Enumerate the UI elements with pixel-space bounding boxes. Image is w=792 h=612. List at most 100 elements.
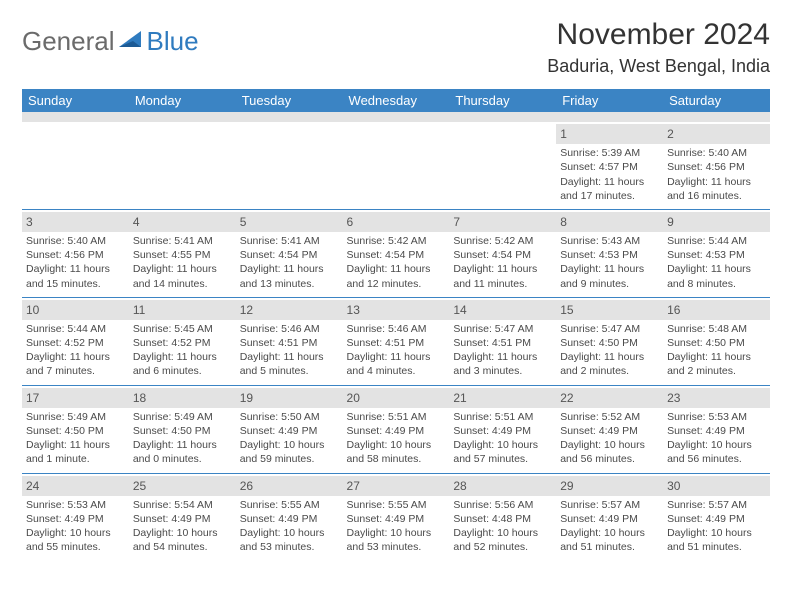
daylight-text: Daylight: 11 hours and 17 minutes. bbox=[560, 175, 659, 203]
day-cell bbox=[236, 122, 343, 209]
sunrise-text: Sunrise: 5:43 AM bbox=[560, 234, 659, 248]
daylight-text: Daylight: 11 hours and 5 minutes. bbox=[240, 350, 339, 378]
sunset-text: Sunset: 4:53 PM bbox=[560, 248, 659, 262]
calendar-table: SundayMondayTuesdayWednesdayThursdayFrid… bbox=[22, 89, 770, 560]
day-cell bbox=[22, 122, 129, 209]
sunset-text: Sunset: 4:49 PM bbox=[667, 424, 766, 438]
sunrise-text: Sunrise: 5:45 AM bbox=[133, 322, 232, 336]
week-row: 1Sunrise: 5:39 AMSunset: 4:57 PMDaylight… bbox=[22, 122, 770, 209]
daylight-text: Daylight: 11 hours and 14 minutes. bbox=[133, 262, 232, 290]
daylight-text: Daylight: 11 hours and 4 minutes. bbox=[347, 350, 446, 378]
sunset-text: Sunset: 4:49 PM bbox=[240, 424, 339, 438]
sunset-text: Sunset: 4:50 PM bbox=[667, 336, 766, 350]
day-cell: 4 Sunrise: 5:41 AMSunset: 4:55 PMDaylight… bbox=[129, 209, 236, 297]
day-cell: 8Sunrise: 5:43 AMSunset: 4:53 PMDaylight… bbox=[556, 209, 663, 297]
location-subtitle: Baduria, West Bengal, India bbox=[547, 56, 770, 77]
page-title: November 2024 bbox=[547, 18, 770, 52]
day-number: 14 bbox=[449, 300, 556, 320]
day-number: 20 bbox=[343, 388, 450, 408]
day-number: 5 bbox=[236, 212, 343, 232]
sunrise-text: Sunrise: 5:39 AM bbox=[560, 146, 659, 160]
day-number: 18 bbox=[129, 388, 236, 408]
header: General Blue November 2024 Baduria, West… bbox=[22, 18, 770, 77]
day-number: 28 bbox=[449, 476, 556, 496]
daylight-text: Daylight: 10 hours and 59 minutes. bbox=[240, 438, 339, 466]
sunrise-text: Sunrise: 5:42 AM bbox=[347, 234, 446, 248]
sunrise-text: Sunrise: 5:49 AM bbox=[26, 410, 125, 424]
day-cell: 23Sunrise: 5:53 AMSunset: 4:49 PMDayligh… bbox=[663, 385, 770, 473]
sunrise-text: Sunrise: 5:49 AM bbox=[133, 410, 232, 424]
logo-triangle-icon bbox=[119, 29, 145, 54]
sunset-text: Sunset: 4:49 PM bbox=[347, 512, 446, 526]
sunset-text: Sunset: 4:50 PM bbox=[133, 424, 232, 438]
sunset-text: Sunset: 4:49 PM bbox=[560, 424, 659, 438]
daylight-text: Daylight: 11 hours and 0 minutes. bbox=[133, 438, 232, 466]
day-number: 21 bbox=[449, 388, 556, 408]
day-number: 24 bbox=[22, 476, 129, 496]
daylight-text: Daylight: 11 hours and 12 minutes. bbox=[347, 262, 446, 290]
day-cell: 17Sunrise: 5:49 AMSunset: 4:50 PMDayligh… bbox=[22, 385, 129, 473]
sunrise-text: Sunrise: 5:50 AM bbox=[240, 410, 339, 424]
sunrise-text: Sunrise: 5:53 AM bbox=[26, 498, 125, 512]
day-number: 29 bbox=[556, 476, 663, 496]
day-cell: 20Sunrise: 5:51 AMSunset: 4:49 PMDayligh… bbox=[343, 385, 450, 473]
day-cell: 26Sunrise: 5:55 AMSunset: 4:49 PMDayligh… bbox=[236, 473, 343, 560]
day-number: 25 bbox=[129, 476, 236, 496]
day-header-cell: Thursday bbox=[449, 89, 556, 112]
sunrise-text: Sunrise: 5:55 AM bbox=[240, 498, 339, 512]
sunset-text: Sunset: 4:52 PM bbox=[26, 336, 125, 350]
daylight-text: Daylight: 11 hours and 2 minutes. bbox=[667, 350, 766, 378]
sunset-text: Sunset: 4:56 PM bbox=[667, 160, 766, 174]
day-header-row: SundayMondayTuesdayWednesdayThursdayFrid… bbox=[22, 89, 770, 112]
day-cell: 25Sunrise: 5:54 AMSunset: 4:49 PMDayligh… bbox=[129, 473, 236, 560]
sunset-text: Sunset: 4:50 PM bbox=[26, 424, 125, 438]
sunrise-text: Sunrise: 5:57 AM bbox=[667, 498, 766, 512]
daylight-text: Daylight: 10 hours and 56 minutes. bbox=[560, 438, 659, 466]
day-number: 10 bbox=[22, 300, 129, 320]
day-number: 1 bbox=[556, 124, 663, 144]
daylight-text: Daylight: 10 hours and 57 minutes. bbox=[453, 438, 552, 466]
sunrise-text: Sunrise: 5:46 AM bbox=[240, 322, 339, 336]
sunrise-text: Sunrise: 5:41 AM bbox=[133, 234, 232, 248]
spacer-row bbox=[22, 112, 770, 122]
sunrise-text: Sunrise: 5:47 AM bbox=[560, 322, 659, 336]
day-header-cell: Friday bbox=[556, 89, 663, 112]
day-number: 27 bbox=[343, 476, 450, 496]
sunset-text: Sunset: 4:51 PM bbox=[453, 336, 552, 350]
daylight-text: Daylight: 11 hours and 16 minutes. bbox=[667, 175, 766, 203]
sunrise-text: Sunrise: 5:55 AM bbox=[347, 498, 446, 512]
sunrise-text: Sunrise: 5:42 AM bbox=[453, 234, 552, 248]
logo-text-blue: Blue bbox=[147, 26, 199, 57]
sunset-text: Sunset: 4:54 PM bbox=[453, 248, 552, 262]
day-cell: 9Sunrise: 5:44 AMSunset: 4:53 PMDaylight… bbox=[663, 209, 770, 297]
day-number: 22 bbox=[556, 388, 663, 408]
sunset-text: Sunset: 4:51 PM bbox=[240, 336, 339, 350]
sunrise-text: Sunrise: 5:40 AM bbox=[26, 234, 125, 248]
day-number: 2 bbox=[663, 124, 770, 144]
sunrise-text: Sunrise: 5:44 AM bbox=[667, 234, 766, 248]
day-cell: 2Sunrise: 5:40 AMSunset: 4:56 PMDaylight… bbox=[663, 122, 770, 209]
daylight-text: Daylight: 11 hours and 7 minutes. bbox=[26, 350, 125, 378]
daylight-text: Daylight: 10 hours and 51 minutes. bbox=[667, 526, 766, 554]
daylight-text: Daylight: 10 hours and 55 minutes. bbox=[26, 526, 125, 554]
daylight-text: Daylight: 11 hours and 15 minutes. bbox=[26, 262, 125, 290]
day-cell: 7Sunrise: 5:42 AMSunset: 4:54 PMDaylight… bbox=[449, 209, 556, 297]
sunrise-text: Sunrise: 5:44 AM bbox=[26, 322, 125, 336]
day-number: 12 bbox=[236, 300, 343, 320]
sunset-text: Sunset: 4:56 PM bbox=[26, 248, 125, 262]
day-number: 4 bbox=[129, 212, 236, 232]
sunset-text: Sunset: 4:49 PM bbox=[240, 512, 339, 526]
day-cell: 19Sunrise: 5:50 AMSunset: 4:49 PMDayligh… bbox=[236, 385, 343, 473]
daylight-text: Daylight: 11 hours and 8 minutes. bbox=[667, 262, 766, 290]
sunset-text: Sunset: 4:50 PM bbox=[560, 336, 659, 350]
daylight-text: Daylight: 10 hours and 54 minutes. bbox=[133, 526, 232, 554]
week-row: 3Sunrise: 5:40 AMSunset: 4:56 PMDaylight… bbox=[22, 209, 770, 297]
day-cell: 1Sunrise: 5:39 AMSunset: 4:57 PMDaylight… bbox=[556, 122, 663, 209]
sunset-text: Sunset: 4:55 PM bbox=[133, 248, 232, 262]
daylight-text: Daylight: 10 hours and 56 minutes. bbox=[667, 438, 766, 466]
day-cell bbox=[343, 122, 450, 209]
day-cell: 3Sunrise: 5:40 AMSunset: 4:56 PMDaylight… bbox=[22, 209, 129, 297]
sunrise-text: Sunrise: 5:41 AM bbox=[240, 234, 339, 248]
day-number: 6 bbox=[343, 212, 450, 232]
day-header-cell: Saturday bbox=[663, 89, 770, 112]
